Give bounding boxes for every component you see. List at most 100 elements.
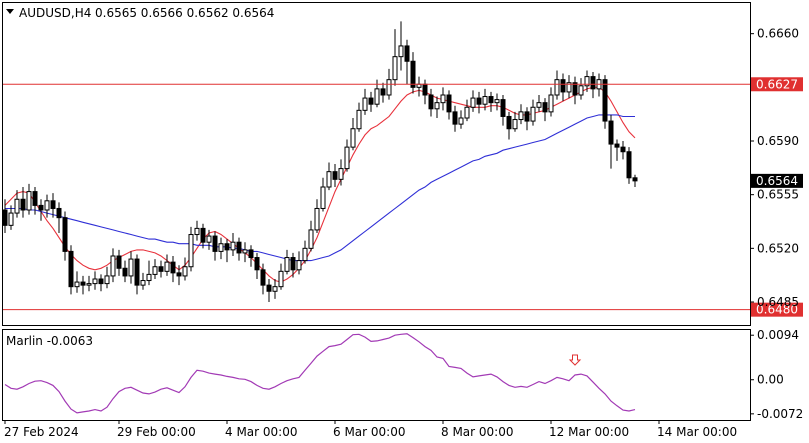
bear-candle-body (116, 255, 122, 269)
bull-candle-body (344, 146, 350, 170)
bull-candle-body (314, 207, 320, 231)
candle (464, 99, 470, 122)
candle (182, 257, 188, 281)
bear-candle-body (170, 261, 176, 274)
candle (626, 147, 632, 184)
bear-candle-body (404, 45, 410, 62)
horizontal-level-price-label: 0.6627 (756, 77, 798, 91)
candle (122, 260, 128, 283)
bull-candle-body (128, 258, 134, 277)
bull-candle-body (86, 283, 92, 286)
bull-candle-body (356, 109, 362, 130)
bull-candle-body (326, 171, 332, 188)
time-tick-label: 8 Mar 00:00 (441, 425, 514, 439)
collapse-triangle-icon[interactable] (6, 9, 14, 14)
candle (134, 254, 140, 295)
bull-candle-body (362, 97, 368, 111)
candle (458, 110, 464, 129)
bull-candle-body (434, 102, 440, 110)
candle (218, 237, 224, 260)
bear-candle-body (254, 257, 260, 271)
marlin-title: Marlin -0.0063 (6, 334, 93, 348)
bear-candle-body (176, 272, 182, 277)
candle (80, 275, 86, 295)
price-tick-label: 0.6590 (757, 134, 799, 148)
bear-candle-body (134, 258, 140, 286)
bear-candle-body (572, 82, 578, 96)
candle (92, 271, 98, 290)
bear-candle-body (542, 102, 548, 113)
bear-candle-body (62, 217, 68, 252)
time-tick-label: 27 Feb 2024 (4, 425, 79, 439)
horizontal-level-price-label: 0.6480 (756, 303, 798, 317)
candle (296, 251, 302, 275)
candle (506, 111, 512, 140)
candle (32, 187, 38, 215)
candle (476, 91, 482, 114)
candle (62, 211, 68, 261)
bull-candle-body (242, 249, 248, 254)
bull-candle-body (548, 94, 554, 113)
candle (98, 274, 104, 292)
candle (338, 159, 344, 186)
candle (140, 272, 146, 290)
candle (440, 87, 446, 111)
bear-candle-body (506, 115, 512, 130)
candle (518, 104, 524, 125)
candle (326, 162, 332, 191)
candle (2, 199, 8, 233)
candle (290, 252, 296, 278)
bull-candle-body (464, 106, 470, 119)
candle (584, 70, 590, 92)
candle (446, 90, 452, 120)
candle (512, 111, 518, 132)
candle (248, 245, 254, 267)
bull-candle-body (206, 235, 212, 243)
bull-candle-body (494, 99, 500, 104)
time-tick-label: 29 Feb 00:00 (117, 425, 196, 439)
bear-candle-body (98, 278, 104, 285)
bull-candle-body (392, 56, 398, 81)
bear-candle-body (200, 227, 206, 243)
bull-candle-body (278, 270, 284, 288)
bull-candle-body (386, 79, 392, 96)
bull-candle-body (530, 106, 536, 122)
time-tick-label: 14 Mar 00:00 (657, 425, 737, 439)
candle (44, 194, 50, 218)
marlin-line (4, 333, 636, 414)
bull-candle-body (110, 255, 116, 277)
candle (170, 256, 176, 283)
candle (266, 279, 272, 302)
price-axis: 0.6660 0.6590 0.6555 0.6520 0.6485 (750, 27, 799, 309)
bear-candle-body (80, 281, 86, 286)
candle (362, 88, 368, 115)
candle (38, 199, 44, 221)
bull-candle-body (470, 97, 476, 108)
chart-symbol-timeframe: AUDUSD,H4 (19, 6, 91, 20)
candle (380, 82, 386, 103)
bull-candle-body (164, 261, 170, 272)
candle (632, 174, 638, 187)
current-price-label: 0.6564 (756, 174, 798, 188)
candle (176, 265, 182, 286)
bull-candle-body (302, 247, 308, 262)
candle (434, 96, 440, 118)
bull-candle-body (398, 45, 404, 58)
time-axis: 27 Feb 2024 29 Feb 00:00 4 Mar 00:00 6 Mar … (4, 420, 737, 439)
bull-candle-body (518, 111, 524, 121)
candle (212, 231, 218, 261)
bull-candle-body (194, 227, 200, 236)
candle (428, 88, 434, 117)
fast-moving-average-line (4, 86, 636, 283)
bear-candle-body (38, 204, 44, 211)
candle (200, 223, 206, 249)
bull-candle-body (272, 286, 278, 292)
candle (50, 193, 56, 218)
bear-candle-body (632, 177, 638, 182)
horizontal-level-price-box (751, 77, 803, 92)
candle (560, 73, 566, 102)
bear-candle-body (260, 269, 266, 286)
candle (332, 164, 338, 187)
bull-candle-body (14, 198, 20, 214)
